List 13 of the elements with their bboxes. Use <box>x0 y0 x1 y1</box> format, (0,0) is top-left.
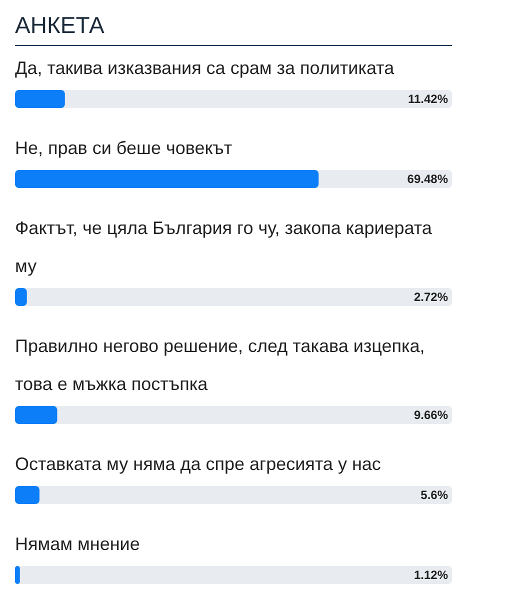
data-label: 2.72% <box>414 290 448 304</box>
y-tick-label: Фактът, че цяла България го чу, закопа кариерата му <box>15 218 433 276</box>
y-tick-label: Оставката му няма да спре агресията у нас <box>15 454 381 474</box>
y-tick-label: Правилно негово решение, след такава изцепка, това е мъжка постъпка <box>15 336 425 394</box>
y-tick-label: Не, прав си беше човекът <box>15 138 232 158</box>
y-tick-label: Нямам мнение <box>15 534 140 554</box>
chart-title: АНКЕТА <box>15 12 452 46</box>
data-label: 69.48% <box>407 172 448 186</box>
y-tick-label: Да, такива изказвания са срам за политиката <box>15 58 396 78</box>
data-label: 9.66% <box>414 408 448 422</box>
data-label: 1.12% <box>414 568 448 582</box>
data-label: 11.42% <box>408 92 448 106</box>
data-label: 5.6% <box>420 488 448 502</box>
